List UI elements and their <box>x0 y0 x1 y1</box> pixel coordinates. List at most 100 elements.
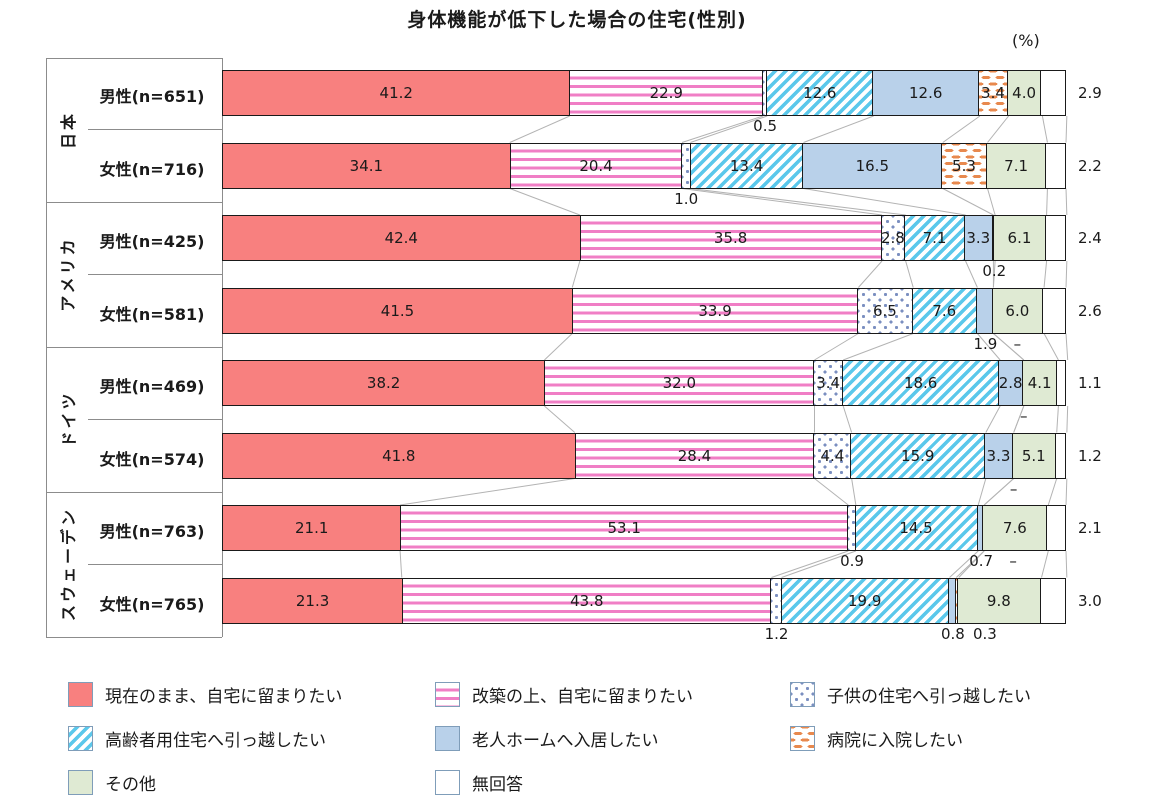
legend-swatch-elderly_housing <box>68 726 93 751</box>
segment-hospital: 5.3 <box>941 143 986 188</box>
segment-value: 20.4 <box>579 156 613 175</box>
small-segment-value: 0.9 <box>840 552 864 570</box>
legend-item-elderly_housing: 高齢者用住宅へ引っ越したい <box>68 726 326 751</box>
segment-value: 2.8 <box>880 229 905 247</box>
segment-connector <box>509 188 581 216</box>
segment-connector <box>814 333 859 361</box>
segment-stay_current: 41.2 <box>223 71 570 115</box>
segment-connector <box>1041 550 1049 578</box>
country-label-1: アメリカ <box>46 202 88 347</box>
segment-nursing_home <box>976 506 983 550</box>
segment-nursing_home <box>975 288 992 333</box>
legend-swatch-hospital <box>790 726 815 751</box>
segment-other: 5.1 <box>1011 433 1055 478</box>
legend-label-hospital: 病院に入院したい <box>827 731 963 751</box>
segment-connector <box>1041 115 1048 143</box>
segment-renovate: 43.8 <box>402 578 771 623</box>
segment-renovate: 28.4 <box>574 433 814 478</box>
segment-no_answer <box>1044 216 1065 260</box>
segment-children_home <box>681 143 690 188</box>
bar-row: 38.2 32.0 3.4 18.6 2.8 4.1 <box>222 360 1066 406</box>
segment-connector <box>1047 478 1058 506</box>
no-answer-value: 1.2 <box>1078 446 1102 465</box>
segment-no_answer <box>1046 506 1064 550</box>
segment-value: 9.8 <box>986 591 1011 610</box>
small-segment-value: 0.5 <box>753 117 778 135</box>
segment-value: 3.3 <box>966 229 991 247</box>
country-label-text: ドイツ <box>59 390 79 448</box>
bar-row: 42.4 35.8 2.8 7.1 3.3 6.1 <box>222 215 1066 261</box>
segment-connector <box>942 115 981 143</box>
segment-stay_current: 34.1 <box>223 143 510 188</box>
chart-title: 身体機能が低下した場合の住宅(性別) <box>407 9 747 31</box>
segment-value: 5.3 <box>952 156 976 175</box>
segment-connector <box>905 260 914 288</box>
segment-renovate: 32.0 <box>544 361 814 405</box>
segment-children_home: 2.8 <box>880 216 905 260</box>
segment-connector <box>843 333 914 361</box>
legend-label-stay_current: 現在のまま、自宅に留まりたい <box>105 687 343 707</box>
country-divider-4 <box>46 636 222 638</box>
small-segment-value: – <box>1020 407 1028 425</box>
segment-connector <box>858 260 883 288</box>
small-segment-value: 0.2 <box>982 262 1007 280</box>
legend-item-renovate: 改築の上、自宅に留まりたい <box>435 682 693 707</box>
legend-label-nursing_home: 老人ホームへ入居したい <box>472 731 659 751</box>
segment-nursing_home: 12.6 <box>872 71 979 115</box>
segment-no_answer <box>1054 433 1065 478</box>
segment-connector <box>681 115 764 143</box>
legend-swatch-stay_current <box>68 682 93 707</box>
row-label: 男性(n=425) <box>99 232 205 251</box>
segment-elderly_housing: 12.6 <box>766 71 873 115</box>
segment-no_answer <box>1056 361 1065 405</box>
row-label: 男性(n=763) <box>99 522 205 541</box>
segment-value: 28.4 <box>677 446 712 465</box>
segment-stay_current: 42.4 <box>223 216 580 260</box>
segment-connector <box>942 188 994 216</box>
segment-connector <box>690 188 906 216</box>
segment-other: 7.1 <box>985 143 1046 188</box>
no-answer-value: 2.4 <box>1078 229 1102 247</box>
bar-row: 41.2 22.9 12.6 12.6 3.4 4.0 <box>222 70 1066 116</box>
country-label-text: 日本 <box>58 110 78 149</box>
segment-connector <box>1056 405 1059 433</box>
segment-connector <box>814 478 849 506</box>
segment-connector <box>965 260 978 288</box>
bar-row: 34.1 20.4 13.4 16.5 5.3 7.1 <box>222 142 1066 189</box>
legend-label-other: その他 <box>105 775 156 795</box>
small-segment-value: – <box>1009 552 1017 570</box>
segment-connector <box>771 550 849 578</box>
segment-value: 14.5 <box>899 519 933 537</box>
row-label: 女性(n=716) <box>99 159 205 179</box>
segment-elderly_housing: 7.6 <box>911 288 976 333</box>
segment-value: 22.9 <box>649 84 683 102</box>
segment-connector <box>977 478 987 506</box>
small-segment-value: 1.9 <box>973 334 998 353</box>
segment-value: 7.6 <box>932 301 957 320</box>
segment-children_home <box>770 578 781 623</box>
row-label: 男性(n=469) <box>99 377 205 396</box>
country-divider-3 <box>46 491 222 493</box>
segment-connector <box>1043 260 1048 288</box>
legend-label-no_answer: 無回答 <box>472 775 523 795</box>
bar-row: 21.3 43.8 19.9 9.8 <box>222 577 1066 624</box>
segment-elderly_housing: 13.4 <box>689 143 803 188</box>
row-label: 女性(n=765) <box>99 594 205 614</box>
legend-label-children_home: 子供の住宅へ引っ越したい <box>827 687 1031 707</box>
segment-connector <box>681 188 883 216</box>
country-label-text: スウェーデン <box>59 507 79 622</box>
segment-value: 7.1 <box>1004 156 1029 175</box>
segment-value: 3.4 <box>816 374 841 392</box>
segment-connector <box>803 188 966 216</box>
segment-stay_current: 41.8 <box>223 433 575 478</box>
segment-stay_current: 21.1 <box>223 506 401 550</box>
small-segment-value: 0.3 <box>972 624 997 643</box>
segment-connector <box>1043 333 1059 361</box>
no-answer-value: 1.1 <box>1078 374 1102 392</box>
bar-base-line <box>222 58 223 637</box>
segment-value: 53.1 <box>607 519 641 537</box>
segment-other: 7.6 <box>982 506 1047 550</box>
segment-no_answer <box>1040 71 1065 115</box>
small-segment-value: 0.8 <box>940 624 965 643</box>
